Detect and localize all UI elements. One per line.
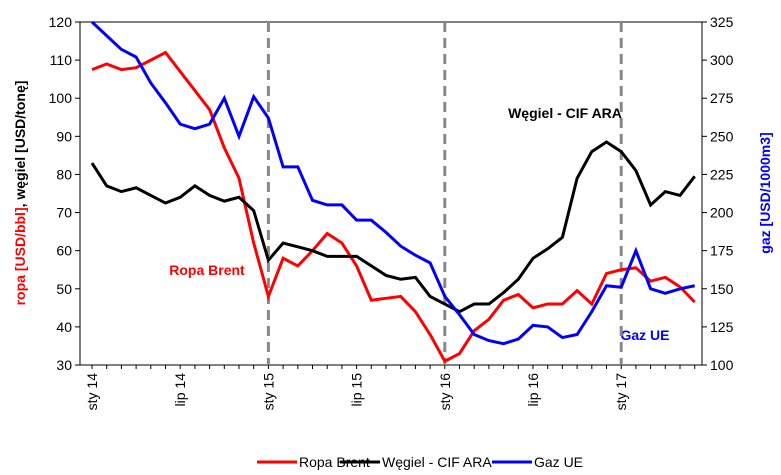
x-tick-label: lip 15 [349, 373, 365, 407]
x-tick-label: sty 17 [613, 373, 629, 411]
x-tick-label: lip 14 [172, 373, 188, 407]
legend-label: Gaz UE [534, 454, 583, 470]
y-tick-label: 50 [56, 281, 72, 297]
y2-tick-label: 100 [710, 357, 734, 373]
data-line [90, 20, 696, 346]
y2-tick-label: 225 [710, 166, 734, 182]
plot-frame [79, 21, 703, 366]
y-tick-label: 60 [56, 243, 72, 259]
y2-tick-label: 175 [710, 243, 734, 259]
y2-tick-label: 200 [710, 205, 734, 221]
annotation: Gaz UE [620, 327, 669, 343]
y-tick-label: 100 [49, 90, 73, 106]
y-tick-label: 30 [56, 357, 72, 373]
annotation: Węgiel - CIF ARA [508, 105, 622, 121]
y-tick-label: 90 [56, 128, 72, 144]
y-tick-label: 120 [49, 14, 73, 30]
y2-tick-label: 325 [710, 14, 734, 30]
y-tick-label: 80 [56, 166, 72, 182]
legend-label: Węgiel - CIF ARA [382, 454, 492, 470]
data-line [91, 50, 696, 364]
y-axis-title: ropa [USD/bbl], węgiel [USD/tonę] [12, 81, 28, 306]
y-tick-label: 110 [50, 52, 73, 68]
y-tick-label: 70 [56, 205, 72, 221]
y2-tick-label: 275 [710, 90, 734, 106]
x-tick-label: lip 16 [525, 373, 541, 407]
y2-tick-label: 125 [710, 319, 734, 335]
y2-tick-label: 300 [710, 52, 734, 68]
y2-tick-label: 250 [710, 128, 734, 144]
x-tick-label: sty 14 [84, 373, 100, 411]
y-tick-label: 40 [56, 319, 72, 335]
y2-axis-title: gaz [USD/1000m3] [757, 132, 773, 253]
y-title-part: , węgiel [USD/tonę] [12, 81, 28, 208]
y-title-part: ropa [USD/bbl] [12, 207, 28, 305]
data-line [90, 140, 696, 314]
x-tick-label: sty 16 [437, 373, 453, 411]
x-tick-label: sty 15 [260, 373, 276, 411]
legend-label: Ropa Brent [299, 454, 370, 470]
annotation: Ropa Brent [169, 262, 245, 278]
y2-tick-label: 150 [710, 281, 734, 297]
